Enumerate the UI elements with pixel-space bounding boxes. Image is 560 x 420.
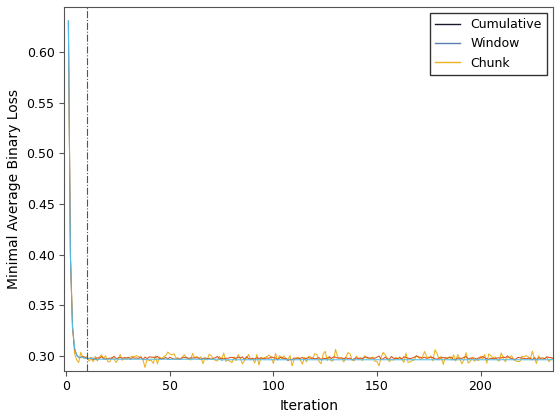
Window bbox=[86, 356, 92, 361]
Window bbox=[452, 357, 459, 362]
Cumulative bbox=[452, 357, 459, 362]
Cumulative bbox=[86, 356, 92, 361]
Legend: Cumulative, Window, Chunk: Cumulative, Window, Chunk bbox=[431, 13, 547, 75]
Chunk bbox=[65, 21, 72, 26]
Cumulative bbox=[65, 18, 72, 23]
X-axis label: Iteration: Iteration bbox=[279, 399, 338, 413]
Window bbox=[340, 356, 347, 361]
Chunk bbox=[86, 359, 92, 364]
Chunk bbox=[200, 361, 207, 366]
Cumulative bbox=[477, 357, 484, 362]
Line: Cumulative: Cumulative bbox=[68, 21, 553, 360]
Window bbox=[249, 356, 256, 361]
Chunk bbox=[550, 356, 557, 361]
Cumulative bbox=[340, 357, 347, 362]
Line: Chunk: Chunk bbox=[68, 24, 553, 367]
Chunk bbox=[142, 365, 148, 370]
Cumulative bbox=[218, 358, 225, 363]
Y-axis label: Minimal Average Binary Loss: Minimal Average Binary Loss bbox=[7, 89, 21, 289]
Window bbox=[198, 357, 204, 362]
Chunk bbox=[340, 360, 347, 365]
Line: Window: Window bbox=[68, 21, 553, 361]
Cumulative bbox=[550, 357, 557, 362]
Cumulative bbox=[251, 357, 258, 362]
Window bbox=[284, 358, 291, 363]
Chunk bbox=[477, 354, 484, 359]
Cumulative bbox=[198, 357, 204, 362]
Chunk bbox=[251, 360, 258, 365]
Window bbox=[477, 356, 484, 361]
Window bbox=[550, 356, 557, 361]
Window bbox=[65, 18, 72, 24]
Chunk bbox=[452, 359, 459, 364]
